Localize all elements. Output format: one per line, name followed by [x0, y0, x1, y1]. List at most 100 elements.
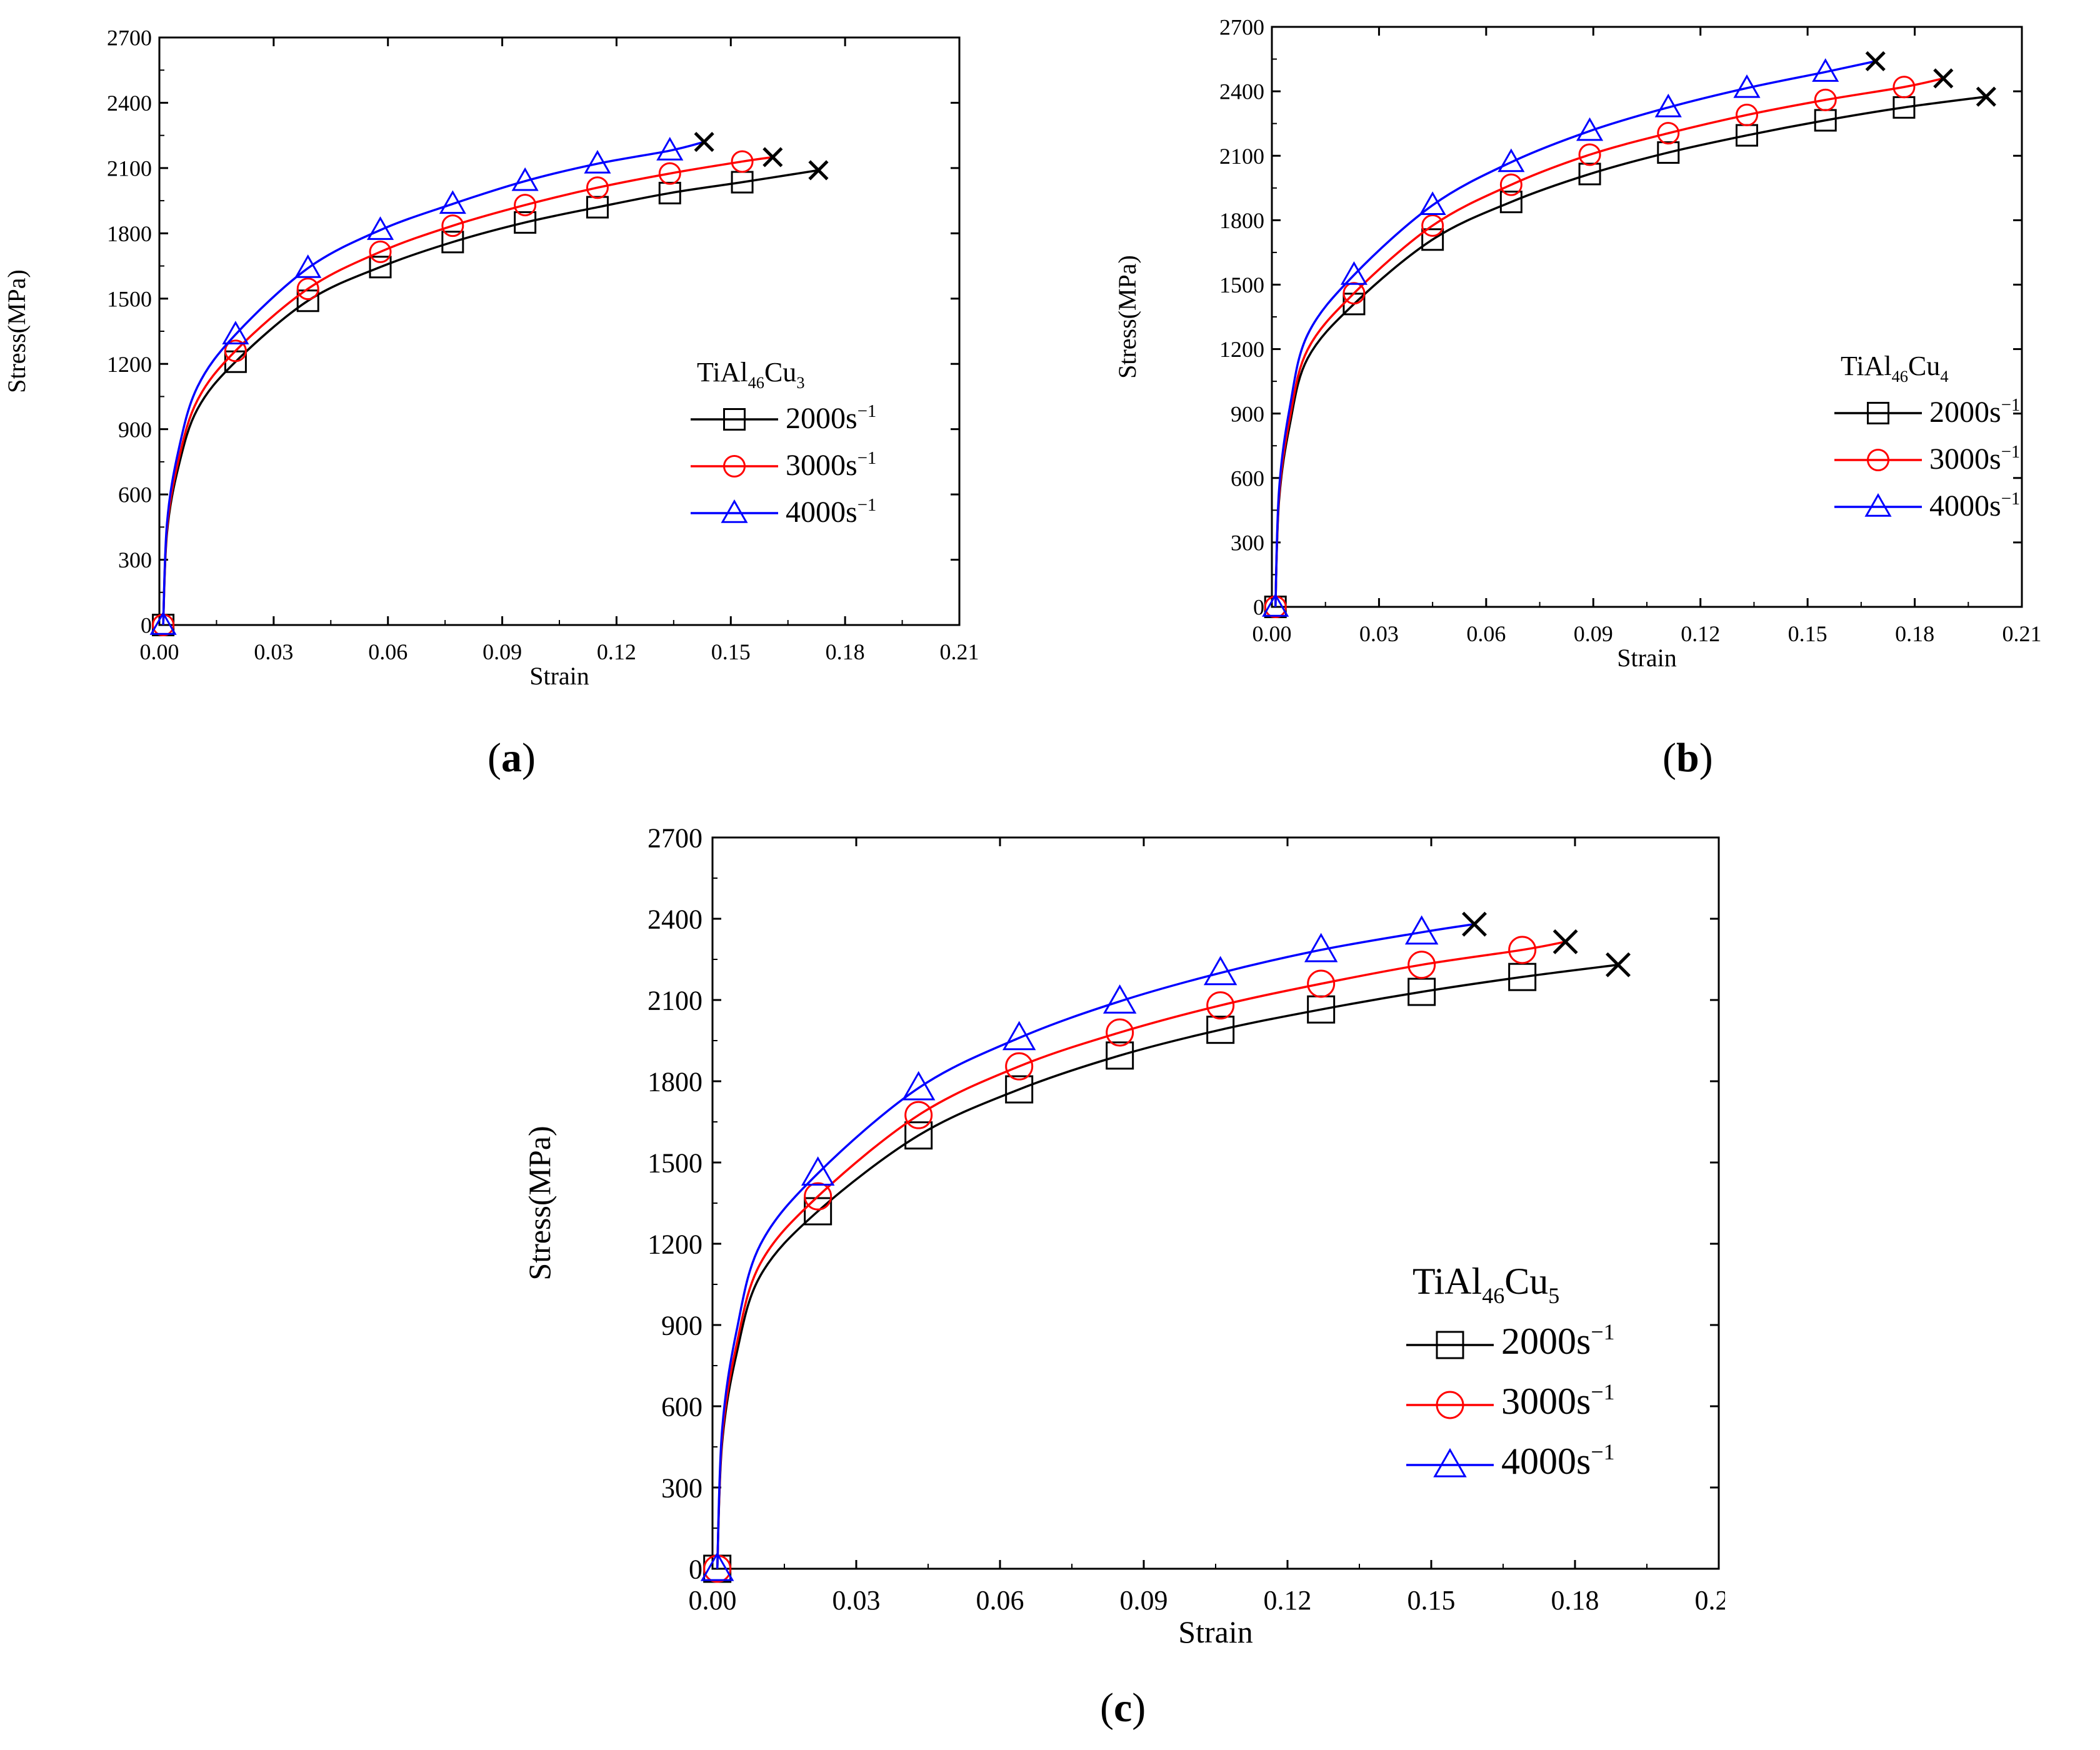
y-tick-label: 1200 [1219, 337, 1264, 362]
x-tick-label: 0.21 [2002, 621, 2042, 646]
data-point-circle [1408, 951, 1436, 979]
series-line [162, 141, 705, 626]
fracture-mark [762, 147, 783, 168]
x-tick-label: 0.18 [1551, 1585, 1599, 1616]
data-point-square [369, 256, 392, 279]
legend-label: 2000s−1 [786, 401, 876, 435]
data-point-square [658, 181, 681, 204]
y-axis-label: Stress(MPa) [522, 1126, 557, 1280]
data-point-circle [1814, 88, 1837, 111]
data-point-circle [1892, 76, 1916, 99]
legend-marker-square [1436, 1331, 1464, 1359]
panel-label-c: (c) [1100, 1685, 1146, 1731]
chart-panel-b: 0.00 0.03 0.06 0.09 0.12 0.15 0.18 0.21 0 300 600 9… [1113, 15, 2042, 672]
data-point-square [1206, 1016, 1235, 1044]
x-tick-label: 0.06 [1466, 621, 1506, 646]
series-4000s [1262, 51, 1886, 617]
y-tick-label: 2100 [107, 156, 152, 181]
data-point-triangle [901, 1071, 936, 1101]
legend-item-4000s: 4000s−1 [691, 495, 876, 529]
series-line [1274, 95, 1987, 608]
series-3000s [703, 929, 1578, 1583]
y-tick-label: 0 [689, 1554, 702, 1584]
x-tick-label: 0.09 [1120, 1585, 1168, 1616]
legend-label: 3000s−1 [1501, 1379, 1615, 1422]
data-point-triangle [149, 611, 177, 635]
legend-label: 3000s−1 [1929, 442, 2020, 476]
y-tick-label: 900 [1231, 401, 1264, 426]
data-point-triangle [294, 254, 322, 278]
x-tick-label: 0.09 [482, 639, 522, 664]
data-point-circle [1657, 122, 1680, 145]
y-tick-label: 2100 [1219, 144, 1264, 169]
plot-frame [158, 36, 961, 626]
legend-label: 3000s−1 [786, 448, 876, 482]
fracture-mark [1865, 51, 1886, 72]
legend-title: TiAl46Cu3 [697, 357, 805, 392]
data-point-circle [1005, 1052, 1034, 1081]
data-point-triangle [439, 190, 466, 214]
legend-marker-triangle [721, 499, 748, 523]
legend-item-2000s: 2000s−1 [691, 401, 876, 435]
x-tick-label: 0.18 [1895, 621, 1934, 646]
data-point-circle [586, 176, 609, 199]
y-tick-label: 900 [118, 417, 152, 442]
series-line [716, 941, 1566, 1569]
y-tick-label: 600 [118, 482, 152, 508]
x-tick-label: 0.03 [832, 1585, 881, 1616]
y-tick-label: 300 [1231, 530, 1264, 555]
data-point-triangle [1498, 148, 1525, 172]
y-tick-label: 900 [661, 1310, 702, 1341]
series-2000s [152, 160, 829, 636]
data-point-triangle [801, 1156, 835, 1186]
y-tick-label: 0 [1253, 595, 1264, 620]
x-tick-label: 0.21 [940, 639, 979, 664]
data-point-square [1578, 162, 1601, 186]
legend: TiAl46Cu5 2000s−1 3000s−1 4000s−1 [1406, 1261, 1615, 1482]
data-point-circle [369, 240, 392, 263]
x-tick-label: 0.00 [1252, 621, 1292, 646]
legend-marker-circle [1867, 449, 1889, 471]
legend-item-3000s: 3000s−1 [1406, 1379, 1615, 1422]
x-tick-label: 0.18 [826, 639, 865, 664]
data-point-circle [1206, 991, 1235, 1020]
series-line [162, 169, 819, 626]
legend-item-4000s: 4000s−1 [1406, 1439, 1615, 1482]
data-point-circle [441, 214, 464, 238]
x-tick-label: 0.03 [1359, 621, 1399, 646]
x-tick-label: 0.12 [1264, 1585, 1312, 1616]
y-tick-label: 300 [118, 548, 152, 572]
data-point-circle [904, 1101, 933, 1129]
y-axis-label: Stress(MPa) [2, 269, 31, 393]
data-point-triangle [1304, 932, 1338, 962]
y-tick-label: 0 [141, 613, 152, 638]
data-point-square [1005, 1075, 1034, 1104]
data-point-square [1106, 1041, 1134, 1070]
y-tick-label: 1200 [648, 1229, 702, 1259]
series-line [162, 156, 773, 626]
data-point-triangle [511, 167, 539, 191]
data-point-circle [296, 278, 319, 301]
legend: TiAl46Cu3 2000s−1 3000s−1 4000s−1 [691, 357, 876, 529]
x-tick-label: 0.15 [1408, 1585, 1456, 1616]
y-tick-label: 1200 [107, 352, 152, 377]
y-tick-label: 2400 [1219, 79, 1264, 104]
legend-marker-square [723, 408, 746, 431]
series-2000s [703, 952, 1631, 1583]
data-point-triangle [700, 1551, 734, 1581]
data-point-square [1499, 191, 1522, 214]
data-point-triangle [1102, 984, 1137, 1014]
series-3000s [152, 147, 783, 636]
panel-label-a: (a) [488, 735, 536, 781]
data-point-circle [1421, 214, 1444, 237]
legend-marker-triangle [1433, 1448, 1467, 1478]
fracture-mark [1933, 68, 1954, 89]
series-4000s [700, 911, 1487, 1581]
x-tick-label: 0.06 [976, 1585, 1024, 1616]
series-line [716, 922, 1475, 1569]
data-point-triangle [1419, 191, 1446, 216]
x-axis-label: Strain [1617, 644, 1677, 672]
legend-item-4000s: 4000s−1 [1834, 489, 2020, 522]
legend-title: TiAl46Cu5 [1412, 1261, 1559, 1308]
